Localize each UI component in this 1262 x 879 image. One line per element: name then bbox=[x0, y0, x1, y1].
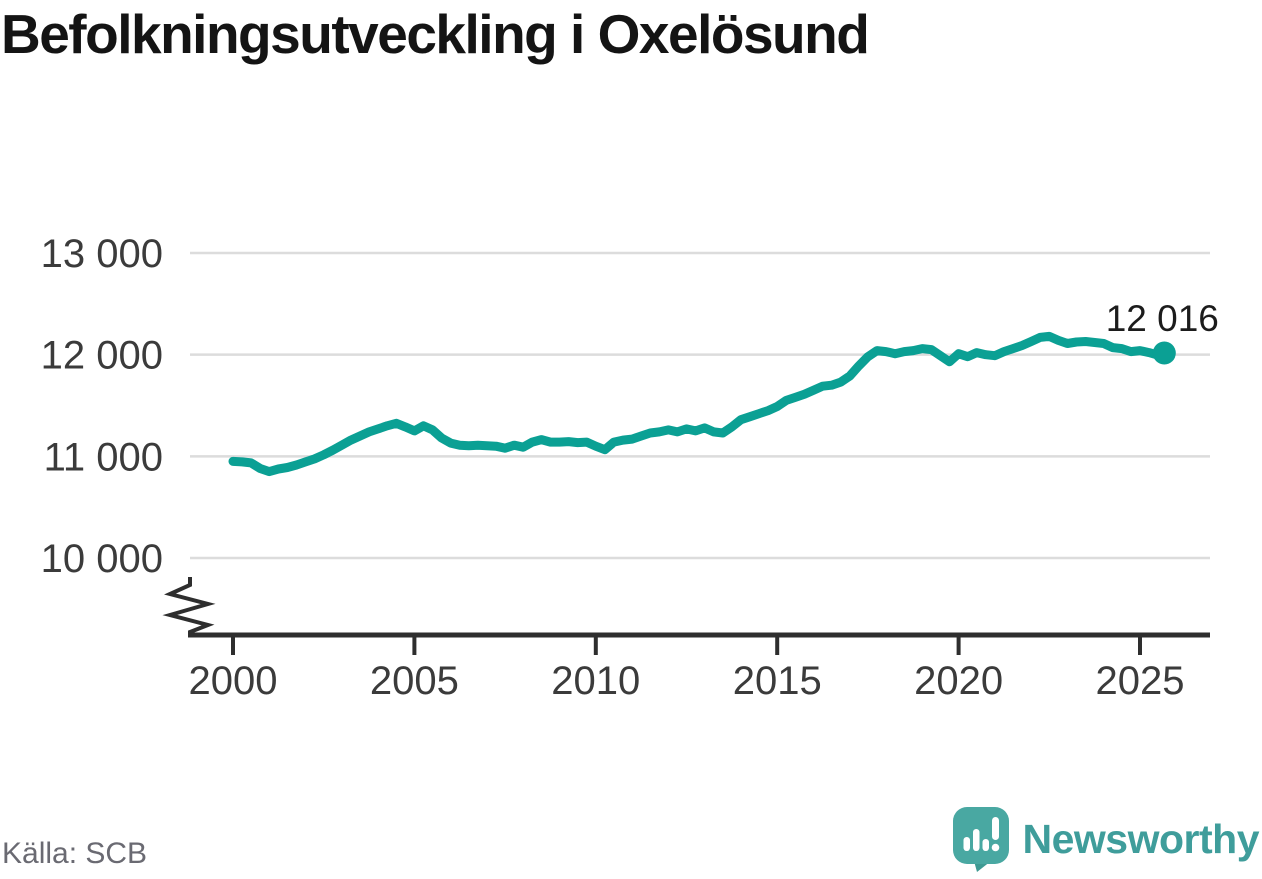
end-value-label: 12 016 bbox=[1106, 298, 1219, 339]
population-series-line bbox=[228, 331, 1169, 477]
y-tick-label: 13 000 bbox=[41, 232, 163, 276]
x-tick-label: 2020 bbox=[914, 659, 1003, 703]
newsworthy-logo-icon bbox=[952, 807, 1009, 872]
y-tick-label: 12 000 bbox=[41, 334, 163, 378]
x-tick-label: 2010 bbox=[551, 659, 640, 703]
x-tick-label: 2015 bbox=[733, 659, 822, 703]
y-tick-label: 10 000 bbox=[41, 537, 163, 581]
newsworthy-brand: Newsworthy bbox=[952, 806, 1260, 872]
end-point-marker bbox=[1152, 341, 1176, 365]
y-tick-label: 11 000 bbox=[44, 435, 163, 479]
source-note: Källa: SCB bbox=[2, 837, 148, 870]
x-tick-label: 2000 bbox=[189, 659, 278, 703]
x-tick-label: 2005 bbox=[370, 659, 459, 703]
x-tick-label: 2025 bbox=[1096, 659, 1185, 703]
axis-break-icon bbox=[162, 577, 216, 637]
newsworthy-wordmark: Newsworthy bbox=[1022, 815, 1260, 862]
page-title: Befolkningsutveckling i Oxelösund bbox=[1, 3, 870, 65]
